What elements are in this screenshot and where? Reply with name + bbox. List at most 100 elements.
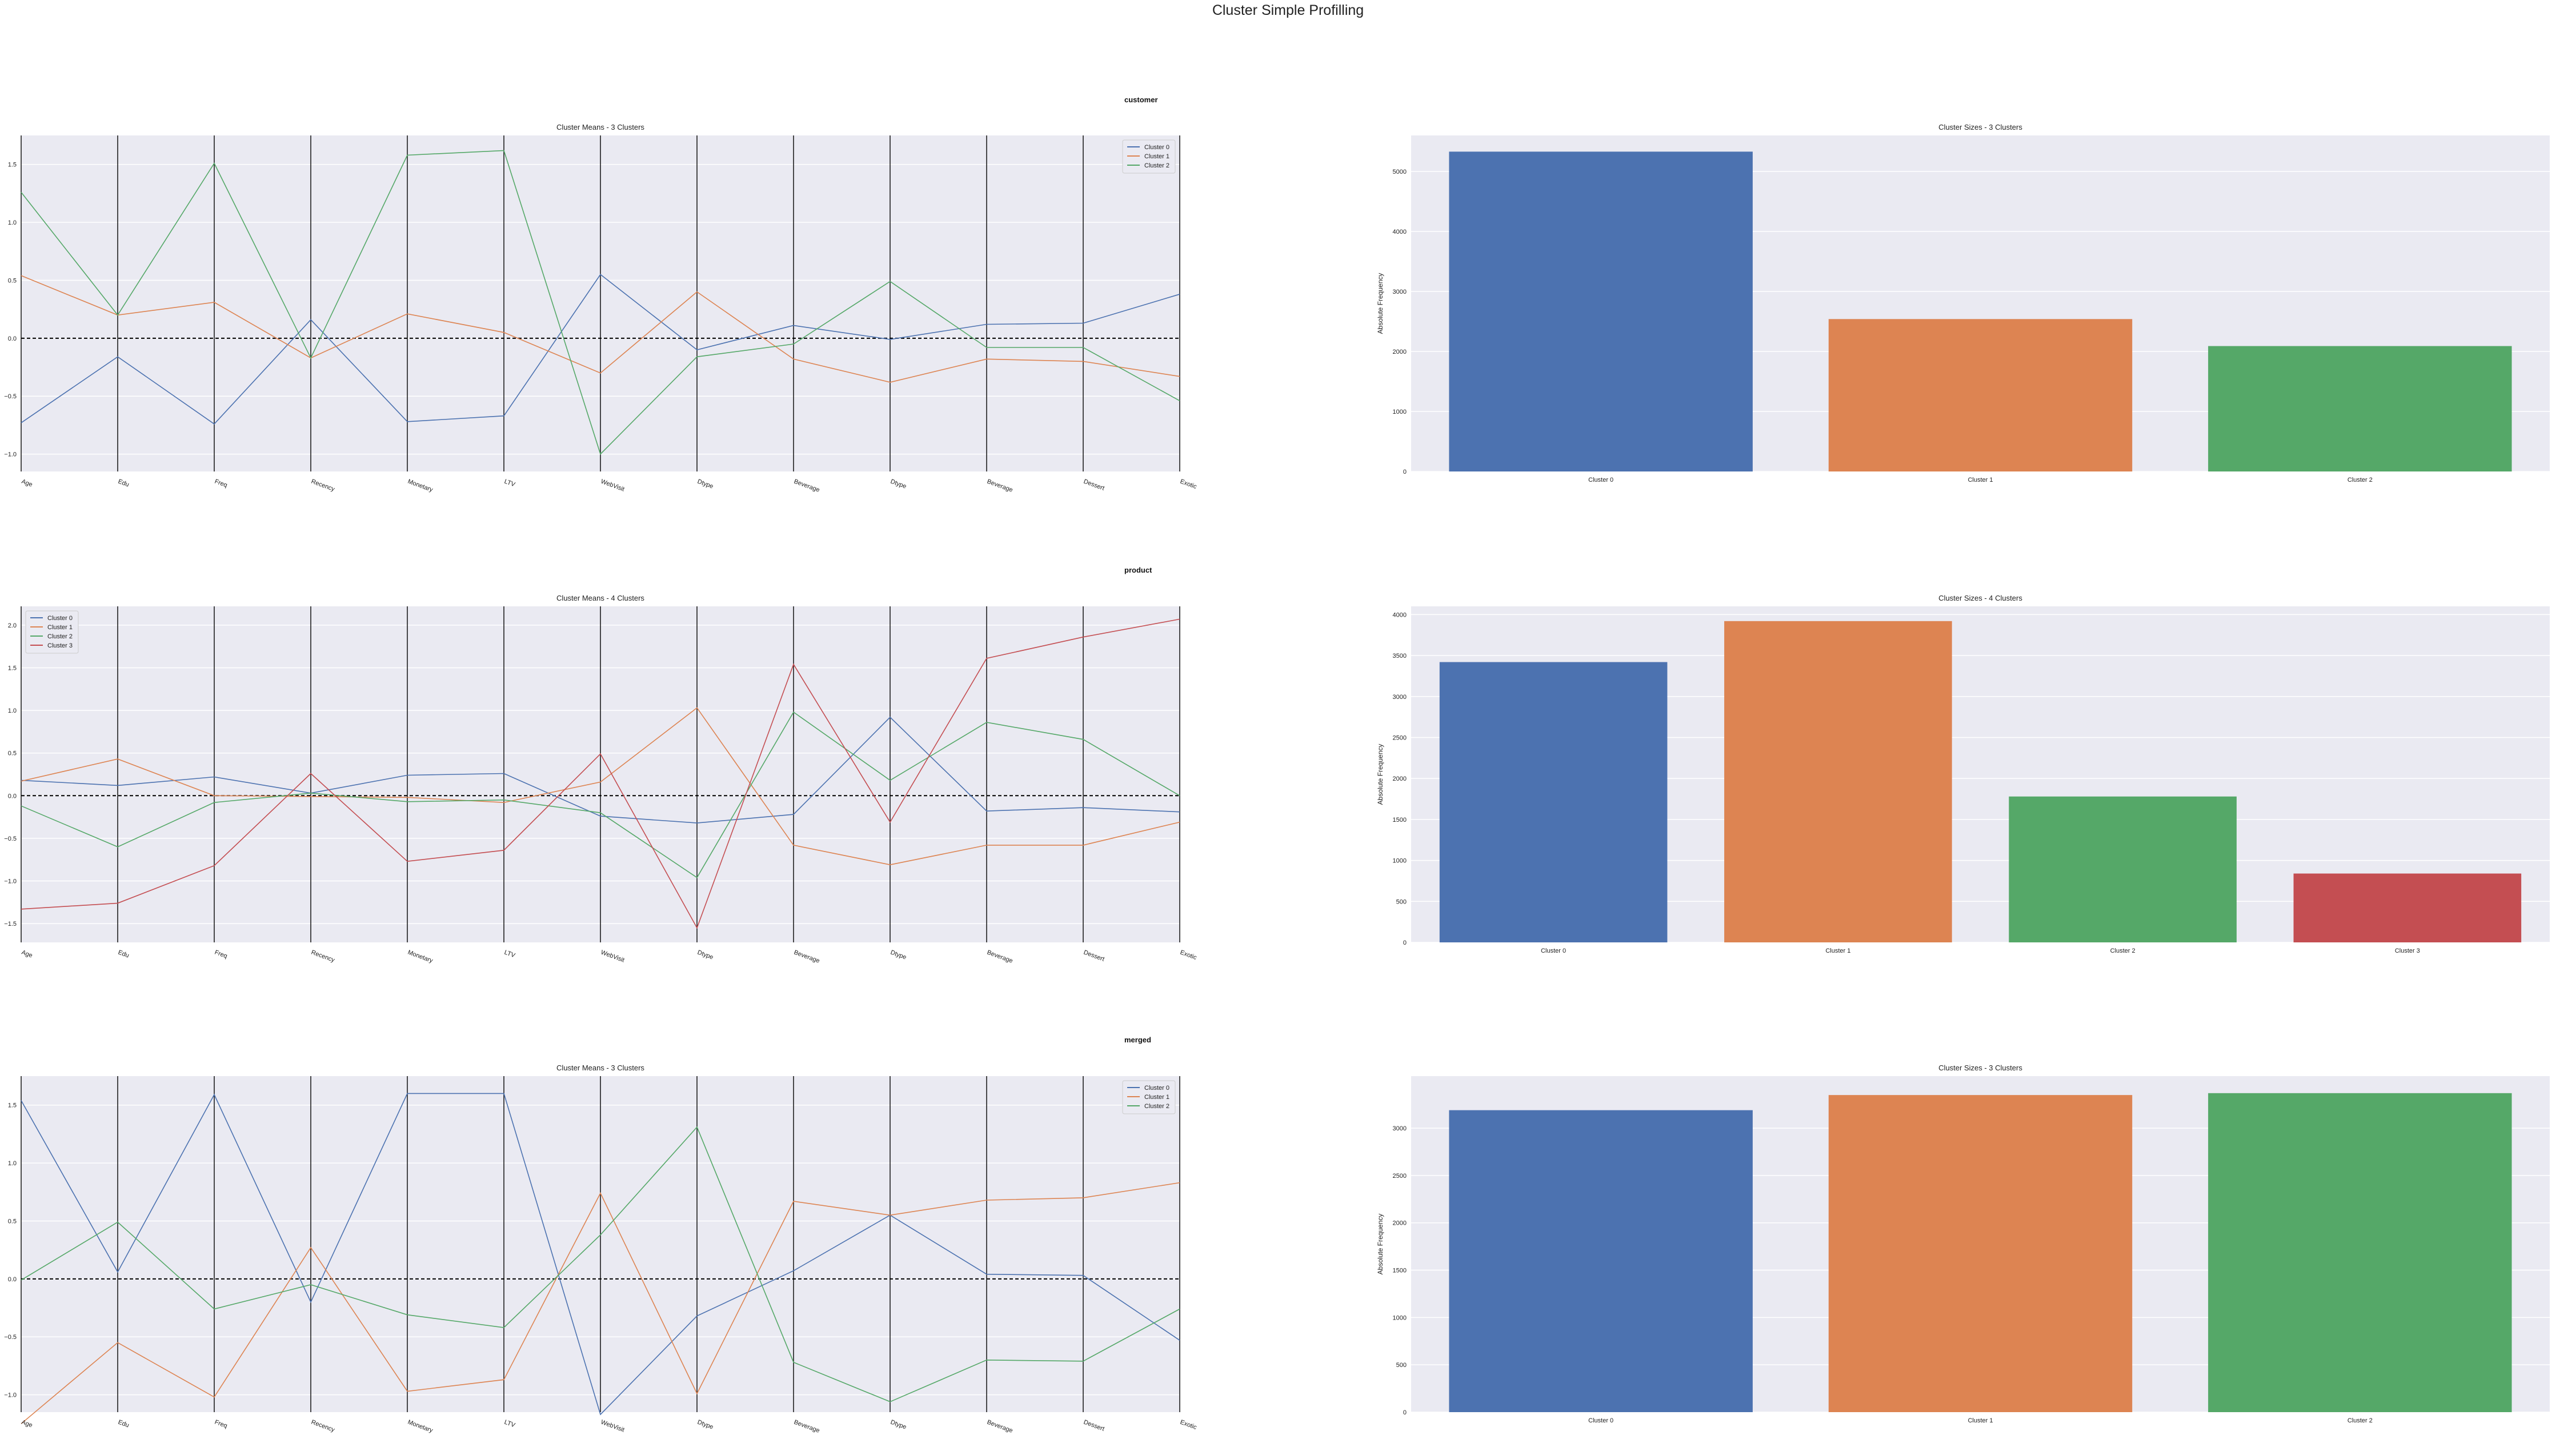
- bar-chart-0-xtick-label-1: Cluster 1: [1968, 477, 1993, 483]
- bar-chart-1-ytick-label: 2000: [1393, 776, 1407, 782]
- line-chart-0-xtick-label: Monetary: [407, 478, 434, 494]
- bar-chart-0-ytick-label: 0: [1403, 469, 1407, 475]
- line-chart-0-ytick-label: 1.0: [8, 219, 17, 226]
- line-chart-2-xtick-label: WebVisit: [600, 1419, 626, 1434]
- line-chart-2-legend-label-2: Cluster 2: [1144, 1103, 1169, 1110]
- line-chart-1-legend-label-2: Cluster 2: [47, 633, 73, 640]
- bar-chart-2-xtick-label-1: Cluster 1: [1968, 1417, 1993, 1424]
- bar-chart-1-bar-2: [2009, 796, 2237, 942]
- line-chart-2-series-0-line: [21, 1093, 1180, 1416]
- bar-chart-2-xtick-label-2: Cluster 2: [2347, 1417, 2373, 1424]
- line-chart-1-series-0-line: [21, 716, 1180, 824]
- line-chart-2-ytick-label: 0.5: [8, 1218, 17, 1225]
- line-chart-0-xtick-label: WebVisit: [600, 478, 626, 493]
- line-chart-2-xtick-label: Dtype: [890, 1419, 907, 1431]
- bar-chart-2-ytick-label: 2500: [1393, 1173, 1407, 1180]
- line-chart-1-xtick-label: Edu: [117, 949, 130, 960]
- line-chart-1-ytick-label: 0.0: [8, 793, 17, 800]
- line-chart-1-ytick-label: −1.0: [4, 878, 17, 885]
- line-chart-0-xtick-label: Freq: [214, 478, 228, 489]
- line-chart-2-xtick-label: Dtype: [696, 1419, 714, 1431]
- line-chart-1-legend-label-1: Cluster 1: [47, 624, 73, 631]
- line-chart-1-ytick-label: 1.5: [8, 665, 17, 671]
- line-chart-1-ytick-label: 1.0: [8, 707, 17, 714]
- line-chart-1-title: Cluster Means - 4 Clusters: [556, 594, 644, 602]
- bar-chart-2-ytick-label: 1000: [1393, 1314, 1407, 1321]
- line-chart-0-xtick-label: Exotic: [1179, 478, 1198, 491]
- line-chart-1-xtick-label: Exotic: [1179, 949, 1198, 962]
- bar-chart-1-xtick-label-1: Cluster 1: [1825, 948, 1850, 954]
- bar-chart-0-ytick-label: 2000: [1393, 349, 1407, 355]
- line-chart-2-ytick-label: −0.5: [4, 1334, 17, 1341]
- line-chart-1-xtick-label: Monetary: [407, 949, 434, 965]
- line-chart-1-xtick-label: Beverage: [793, 949, 820, 965]
- bar-chart-2-ytick-label: 0: [1403, 1409, 1407, 1416]
- bar-chart-1-ytick-label: 4000: [1393, 611, 1407, 618]
- line-chart-0-title: Cluster Means - 3 Clusters: [556, 123, 644, 131]
- line-chart-0-xtick-label: Dessert: [1083, 478, 1105, 492]
- line-chart-2-series-2-line: [21, 1126, 1180, 1402]
- figure-title: Cluster Simple Profilling: [1212, 2, 1364, 18]
- line-chart-1-legend-label-3: Cluster 3: [47, 642, 73, 649]
- bar-chart-1-ytick-label: 2500: [1393, 734, 1407, 741]
- bar-chart-1-ytick-label: 1500: [1393, 817, 1407, 824]
- line-chart-2-ytick-label: 1.5: [8, 1102, 17, 1109]
- bar-chart-0-xtick-label-0: Cluster 0: [1588, 477, 1613, 483]
- bar-chart-2-bar-1: [1828, 1095, 2133, 1412]
- line-chart-1-xtick-label: LTV: [503, 949, 516, 960]
- bar-chart-0-ytick-label: 4000: [1393, 229, 1407, 235]
- line-chart-0-legend-label-0: Cluster 0: [1144, 144, 1169, 151]
- line-chart-0-legend-label-1: Cluster 1: [1144, 153, 1169, 160]
- line-chart-1-ytick-label: 0.5: [8, 750, 17, 757]
- bar-chart-1-ytick-label: 0: [1403, 940, 1407, 946]
- line-chart-0-xtick-label: LTV: [503, 478, 516, 489]
- row-title-product: product: [1124, 566, 1152, 574]
- line-chart-1-legend-label-0: Cluster 0: [47, 615, 73, 622]
- line-chart-2-xtick-label: Age: [21, 1419, 34, 1429]
- line-chart-1-xtick-label: Dtype: [890, 949, 907, 961]
- bar-chart-1-ytick-label: 3000: [1393, 694, 1407, 701]
- line-chart-1-xtick-label: Age: [21, 949, 34, 960]
- bar-chart-0-xtick-label-2: Cluster 2: [2347, 477, 2373, 483]
- line-chart-0-xtick-label: Beverage: [986, 478, 1013, 494]
- bar-chart-1-ylabel: Absolute Frequency: [1376, 744, 1384, 805]
- line-chart-0-ytick-label: −0.5: [4, 393, 17, 400]
- bar-chart-2-bar-0: [1449, 1110, 1753, 1412]
- line-chart-0-xtick-label: Beverage: [793, 478, 820, 494]
- line-chart-2-xtick-label: Dessert: [1083, 1419, 1105, 1433]
- line-chart-1-legend: [25, 610, 79, 654]
- bar-chart-1-bar-0: [1439, 662, 1668, 942]
- line-chart-2-xtick-label: Beverage: [793, 1419, 820, 1434]
- bar-chart-0-bar-1: [1828, 319, 2133, 471]
- line-chart-2-xtick-label: Recency: [310, 1419, 336, 1434]
- bar-chart-2-ytick-label: 500: [1396, 1362, 1407, 1369]
- line-chart-2-legend-label-1: Cluster 1: [1144, 1094, 1169, 1101]
- line-chart-1-ytick-label: −1.5: [4, 921, 17, 928]
- line-chart-0-series-0-line: [21, 274, 1180, 425]
- line-chart-1-ytick-label: 2.0: [8, 622, 17, 629]
- line-chart-0-ytick-label: 0.5: [8, 277, 17, 284]
- bar-chart-1-bar-3: [2293, 873, 2522, 942]
- bar-chart-2-ytick-label: 2000: [1393, 1220, 1407, 1227]
- line-chart-0-ytick-label: 0.0: [8, 335, 17, 342]
- bar-chart-1-ytick-label: 3500: [1393, 653, 1407, 659]
- bar-chart-1-bar-1: [1724, 621, 1952, 942]
- bar-chart-1-ytick-label: 500: [1396, 898, 1407, 905]
- bar-chart-0-ytick-label: 5000: [1393, 169, 1407, 175]
- bar-chart-0-ytick-label: 3000: [1393, 289, 1407, 295]
- bar-chart-1-xtick-label-0: Cluster 0: [1541, 948, 1566, 954]
- line-chart-1-ytick-label: −0.5: [4, 836, 17, 842]
- line-chart-2-xtick-label: Monetary: [407, 1419, 434, 1434]
- line-chart-2-ytick-label: 0.0: [8, 1276, 17, 1283]
- line-chart-1-xtick-label: Recency: [310, 949, 336, 964]
- bar-chart-1-ytick-label: 1000: [1393, 858, 1407, 865]
- bar-chart-0-bar-0: [1449, 151, 1753, 472]
- line-chart-0-xtick-label: Dtype: [890, 478, 907, 490]
- line-chart-2-series-1-line: [21, 1182, 1180, 1424]
- row-title-customer: customer: [1124, 95, 1158, 104]
- bar-chart-1-title: Cluster Sizes - 4 Clusters: [1938, 594, 2022, 602]
- line-chart-0-ytick-label: −1.0: [4, 451, 17, 458]
- line-chart-0-xtick-label: Edu: [117, 478, 130, 489]
- line-chart-2-ytick-label: 1.0: [8, 1160, 17, 1167]
- line-chart-0-ytick-label: 1.5: [8, 162, 17, 169]
